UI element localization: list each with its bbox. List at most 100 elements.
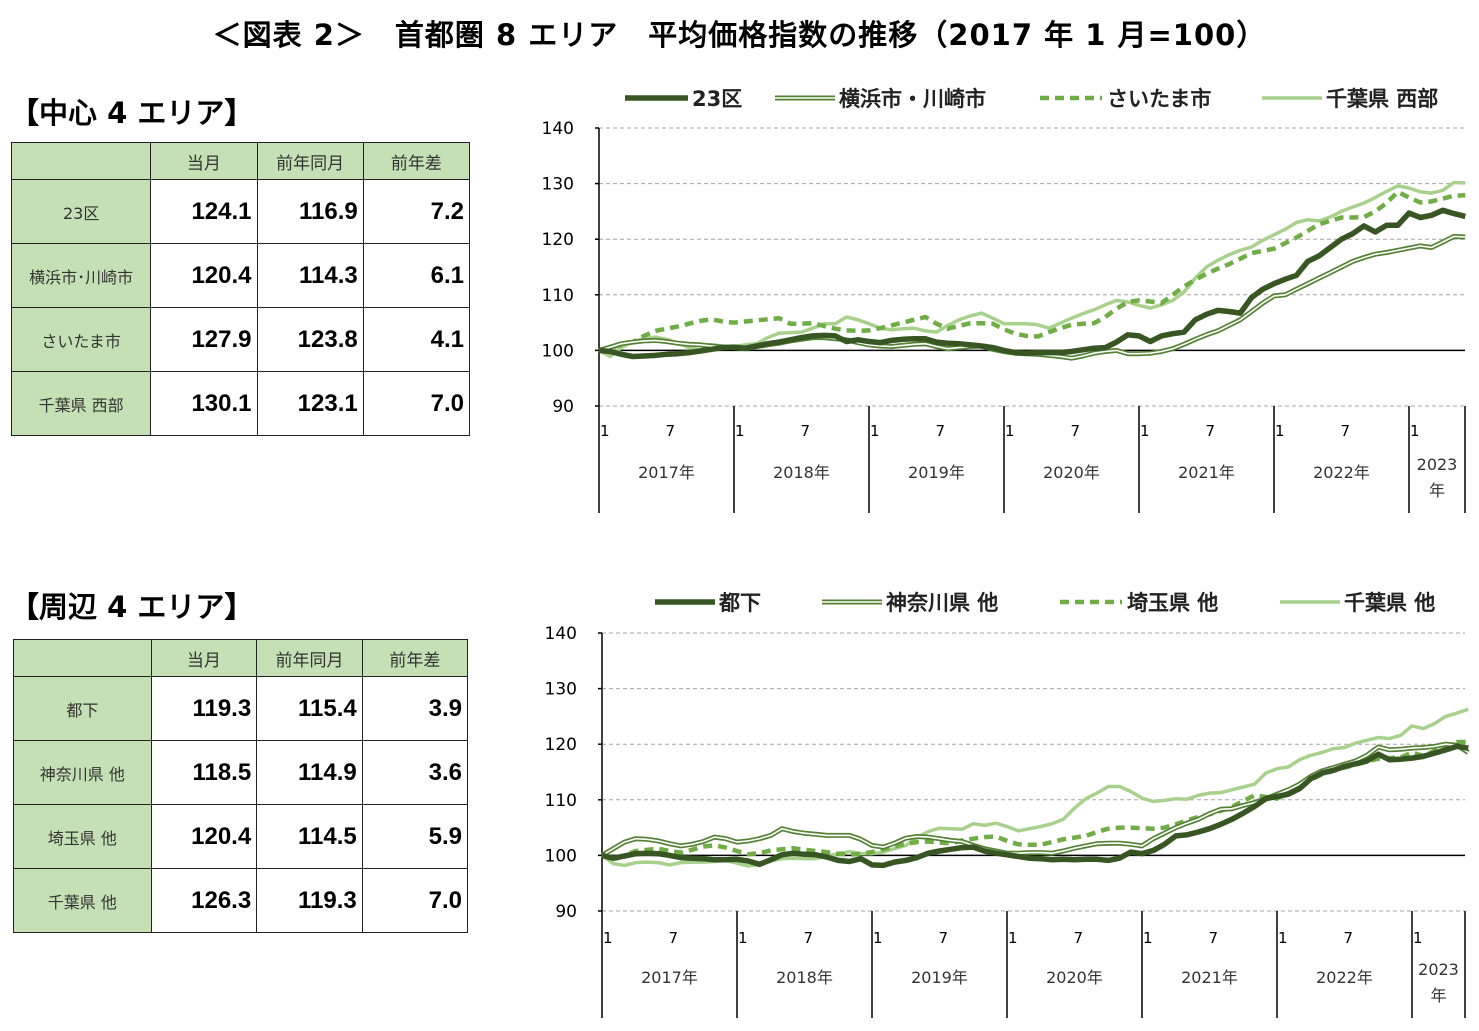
month-tick-label: 7 [1206,422,1216,440]
series-path [598,233,1466,361]
col-header-blank [13,639,152,677]
month-tick-label: 7 [936,422,946,440]
table-central: 当月 前年同月 前年差 23区 124.1 116.9 7.2 横浜市･川崎市 120.… [10,142,471,436]
cell-current: 124.1 [150,179,258,244]
y-tick-label: 100 [542,341,574,361]
legend-label: 都下 [718,591,761,615]
section-heading-central: 【中心 4 エリア】 [10,96,254,130]
legend-item: 23区 [625,87,742,111]
legend-item: さいたま市 [1040,87,1211,111]
month-tick-label: 1 [1278,929,1288,947]
cell-diff: 6.1 [362,243,471,308]
year-label: 2018年 [776,968,833,987]
series-path [598,207,1466,360]
table-row: 23区 124.1 116.9 7.2 [10,179,471,244]
month-tick-label: 1 [735,422,745,440]
series-line-1 [601,743,1469,869]
month-tick-label: 7 [801,422,811,440]
cell-prev-year: 114.3 [256,243,364,308]
col-header-diff: 前年差 [362,142,471,180]
month-tick-label: 7 [1071,422,1081,440]
row-name: 埼玉県 他 [13,804,152,869]
year-label: 2020年 [1046,968,1103,987]
year-label: 2021年 [1181,968,1238,987]
col-header-diff: 前年差 [361,639,469,677]
legend-label: 23区 [692,87,742,111]
y-tick-label: 130 [542,175,574,195]
cell-prev-year: 115.4 [256,676,363,741]
legend-item: 埼玉県 他 [1060,591,1218,615]
cell-diff: 7.0 [362,371,471,436]
chart-1: 90 100 110 120 130 140 1 7 2017年 1 7 2018年 1 7 2019年 1 7… [542,87,1466,513]
row-name: 千葉県 他 [13,868,152,933]
year-label: 2017年 [641,968,698,987]
year-label: 2022年 [1313,463,1370,482]
series-path [601,743,1469,869]
row-name: 横浜市･川崎市 [10,243,152,308]
month-tick-label: 1 [1413,929,1423,947]
series-path [601,739,1469,863]
col-header-current: 当月 [150,142,258,180]
series-line-2 [598,233,1466,361]
series-path [600,707,1469,868]
row-name: 神奈川県 他 [13,740,152,805]
section-heading-suburban: 【周辺 4 エリア】 [10,590,254,624]
legend-label: 横浜市・川崎市 [839,87,986,111]
row-name: 千葉県 西部 [10,371,152,436]
month-tick-label: 1 [1140,422,1150,440]
year-label: 2018年 [773,463,830,482]
month-tick-label: 7 [1341,422,1351,440]
cell-current: 120.4 [150,243,258,308]
month-tick-label: 1 [1410,422,1420,440]
cell-diff: 3.6 [361,740,469,805]
y-tick-label: 90 [555,902,577,922]
month-tick-label: 7 [939,929,949,947]
y-tick-label: 110 [545,791,577,811]
year-label: 年 [1430,986,1446,1005]
page-title: ＜図表 2＞ 首都圏 8 エリア 平均価格指数の推移（2017 年 1 月=10… [212,18,1267,52]
cell-diff: 3.9 [361,676,469,741]
cell-current: 118.5 [150,740,258,805]
month-tick-label: 1 [738,929,748,947]
cell-prev-year: 116.9 [256,179,364,244]
y-tick-label: 110 [542,286,574,306]
cell-current: 130.1 [150,371,258,436]
month-tick-label: 1 [1005,422,1015,440]
month-tick-label: 1 [1143,929,1153,947]
series-line-4 [600,707,1469,868]
legend-item: 都下 [655,591,761,615]
table-row: 千葉県 他 126.3 119.3 7.0 [13,868,469,933]
month-tick-label: 1 [600,422,610,440]
cell-prev-year: 114.9 [256,740,363,805]
month-tick-label: 1 [1008,929,1018,947]
table-header-row: 当月 前年同月 前年差 [13,639,469,677]
series-line-1 [598,207,1466,360]
month-tick-label: 7 [666,422,676,440]
year-label: 2020年 [1043,463,1100,482]
row-name: 23区 [10,179,152,244]
series-path [598,180,1466,359]
series-line-3 [601,739,1469,863]
month-tick-label: 1 [873,929,883,947]
legend-label: 千葉県 西部 [1326,87,1438,111]
row-name: 都下 [13,676,152,741]
y-tick-label: 120 [542,230,574,250]
legend-label: 神奈川県 他 [886,591,998,615]
year-label: 2019年 [911,968,968,987]
cell-current: 127.9 [150,307,258,372]
cell-current: 119.3 [150,676,258,741]
month-tick-label: 7 [1074,929,1084,947]
series-line-3 [598,189,1466,353]
table-row: 神奈川県 他 118.5 114.9 3.6 [13,740,469,805]
year-label: 2019年 [908,463,965,482]
y-tick-label: 140 [545,624,577,644]
y-tick-label: 120 [545,735,577,755]
year-label: 2023 [1417,455,1458,474]
legend-item: 千葉県 西部 [1262,87,1438,111]
month-tick-label: 7 [804,929,814,947]
col-header-blank [10,142,152,180]
cell-diff: 7.0 [361,868,469,933]
month-tick-label: 1 [1275,422,1285,440]
series-line-4 [598,180,1466,359]
